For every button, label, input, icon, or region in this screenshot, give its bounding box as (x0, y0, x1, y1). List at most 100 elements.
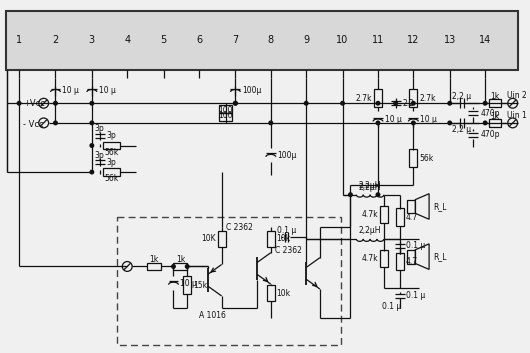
Text: 15k: 15k (193, 281, 207, 290)
Circle shape (172, 265, 175, 268)
Text: 0.1 μ: 0.1 μ (407, 292, 426, 300)
Text: 56k: 56k (104, 174, 119, 184)
Circle shape (376, 101, 379, 105)
Bar (380, 250, 388, 268)
Circle shape (349, 193, 352, 197)
Text: Uin 2: Uin 2 (507, 91, 526, 100)
Bar (6, 11, 518, 70)
Text: 4.7: 4.7 (405, 257, 418, 266)
Text: 12: 12 (407, 35, 420, 45)
Bar (374, 89, 382, 107)
Text: 10K: 10K (201, 234, 216, 244)
Text: Uin 1: Uin 1 (507, 110, 526, 120)
Text: 14: 14 (479, 35, 491, 45)
Bar (103, 168, 120, 176)
Text: 2,2 μ: 2,2 μ (452, 125, 471, 134)
Text: +Vcc: +Vcc (23, 99, 45, 108)
Bar (103, 142, 120, 149)
Bar (219, 113, 233, 121)
Circle shape (90, 144, 94, 147)
Circle shape (304, 101, 308, 105)
Bar (118, 217, 341, 345)
Text: 9: 9 (303, 35, 310, 45)
Text: 7: 7 (232, 35, 238, 45)
Text: 6: 6 (196, 35, 202, 45)
Text: 10: 10 (337, 35, 349, 45)
Text: 3p: 3p (107, 131, 117, 140)
Text: 100μ: 100μ (278, 151, 297, 160)
Text: 470p: 470p (480, 109, 500, 118)
Text: 4: 4 (124, 35, 130, 45)
Text: R_L: R_L (433, 252, 447, 261)
Text: 2.7k: 2.7k (419, 94, 436, 103)
Bar (219, 105, 233, 113)
Circle shape (234, 101, 237, 105)
Text: - Vcc: - Vcc (23, 120, 43, 130)
Text: 11: 11 (372, 35, 384, 45)
Bar (489, 99, 501, 107)
Text: 1k: 1k (490, 112, 500, 120)
Text: 0.1 μ: 0.1 μ (382, 302, 401, 311)
Circle shape (54, 101, 57, 105)
Circle shape (376, 121, 379, 125)
Bar (218, 231, 226, 247)
Text: 100: 100 (218, 110, 233, 120)
Text: 13: 13 (444, 35, 456, 45)
Circle shape (412, 101, 415, 105)
Text: 8: 8 (268, 35, 274, 45)
Bar (408, 250, 416, 264)
Circle shape (269, 121, 272, 125)
Text: 10 μ: 10 μ (385, 115, 402, 125)
Text: 1k: 1k (176, 255, 185, 264)
Text: 2.2: 2.2 (403, 99, 414, 108)
Text: 10k: 10k (277, 234, 291, 244)
Text: R_L: R_L (433, 202, 447, 211)
Circle shape (17, 101, 21, 105)
Text: 10 μ: 10 μ (180, 279, 197, 288)
Text: 56k: 56k (419, 154, 434, 163)
Circle shape (90, 170, 94, 174)
Bar (408, 199, 416, 213)
Text: 5: 5 (161, 35, 167, 45)
Text: 100: 100 (218, 106, 233, 115)
Text: 10 μ: 10 μ (63, 86, 79, 95)
Text: 4.7: 4.7 (405, 213, 418, 222)
Bar (267, 285, 275, 301)
Bar (396, 253, 403, 270)
Text: 4.7k: 4.7k (361, 254, 378, 263)
Bar (147, 263, 161, 270)
Circle shape (54, 121, 57, 125)
Bar (396, 209, 403, 226)
Circle shape (186, 265, 189, 268)
Text: 3: 3 (89, 35, 95, 45)
Text: 2,2μH: 2,2μH (359, 181, 382, 190)
Bar (410, 89, 417, 107)
Circle shape (90, 101, 94, 105)
Text: 3p: 3p (95, 124, 104, 133)
Bar (173, 263, 187, 270)
Text: 2.7k: 2.7k (356, 94, 372, 103)
Text: 10k: 10k (277, 288, 291, 298)
Text: 1k: 1k (490, 92, 500, 101)
Text: 56k: 56k (104, 148, 119, 157)
Circle shape (412, 121, 415, 125)
Text: 10 μ: 10 μ (420, 115, 437, 125)
Circle shape (394, 101, 398, 105)
Circle shape (341, 101, 344, 105)
Text: 2: 2 (52, 35, 59, 45)
Text: 2,2μH: 2,2μH (359, 226, 382, 235)
Text: 100μ: 100μ (242, 86, 262, 95)
Bar (380, 205, 388, 223)
Text: 3p: 3p (95, 151, 104, 160)
Text: 10 μ: 10 μ (99, 86, 116, 95)
Text: C 2362: C 2362 (275, 246, 302, 255)
Circle shape (448, 121, 452, 125)
Text: A 1016: A 1016 (199, 311, 226, 320)
Circle shape (234, 101, 237, 105)
Circle shape (483, 101, 487, 105)
Text: 4.7k: 4.7k (361, 210, 378, 219)
Text: 2,2μH: 2,2μH (359, 183, 382, 192)
Text: 470p: 470p (480, 130, 500, 139)
Circle shape (90, 121, 94, 125)
Circle shape (483, 121, 487, 125)
